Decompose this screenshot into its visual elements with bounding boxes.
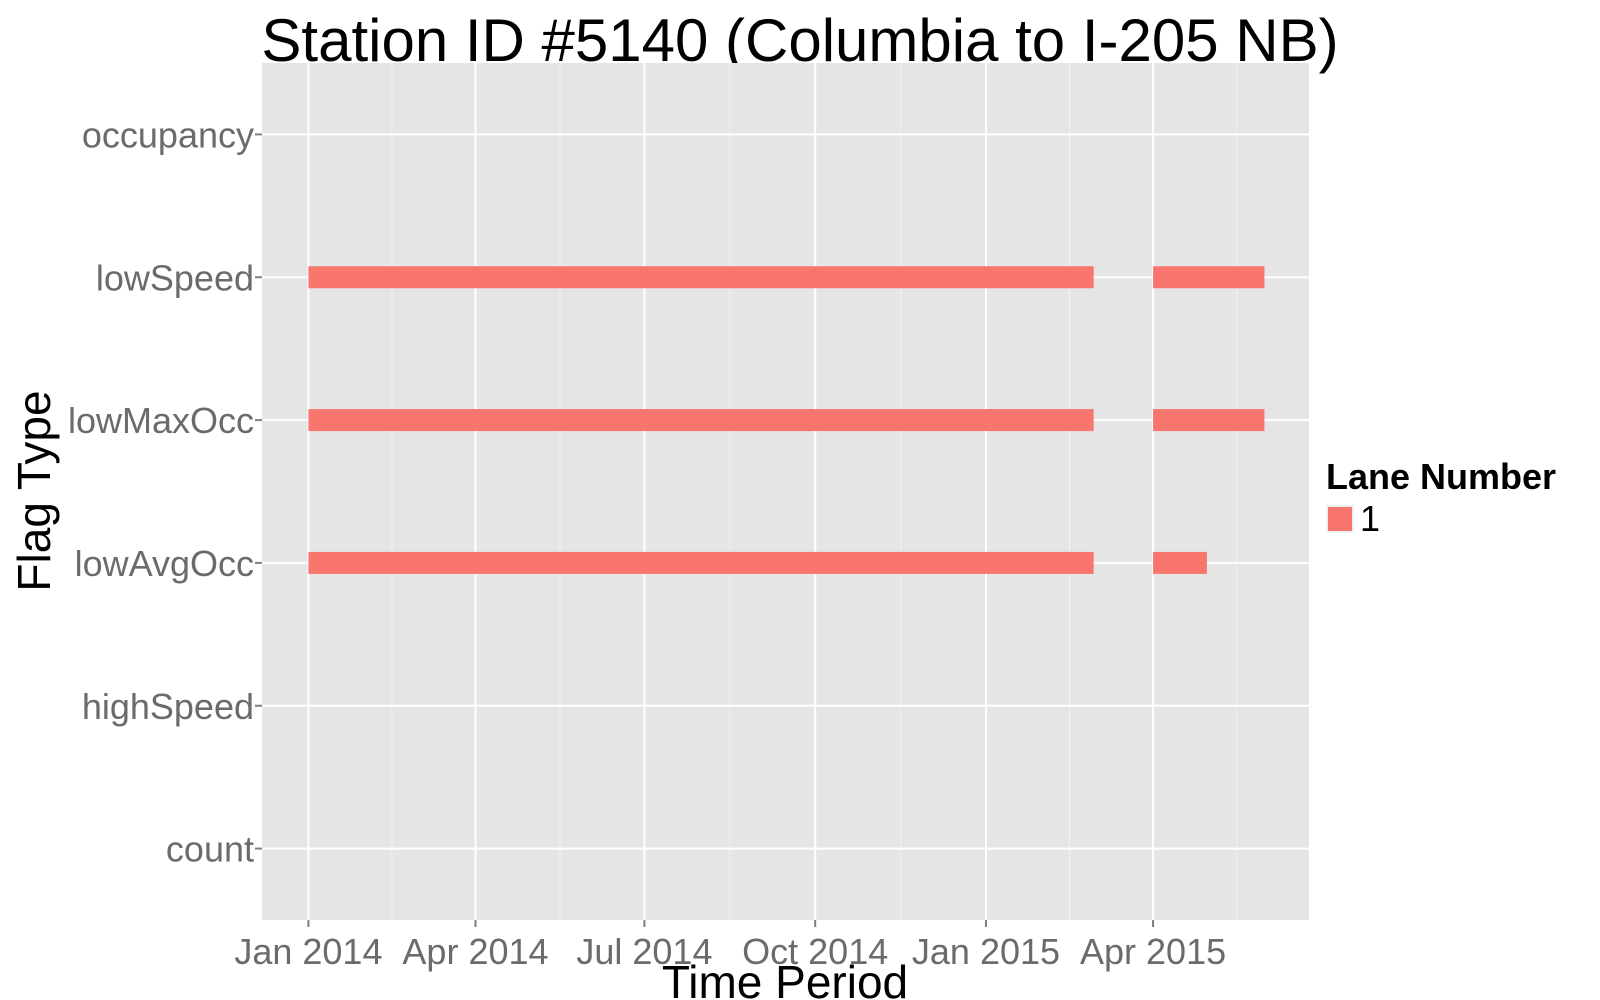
chart-title: Station ID #5140 (Columbia to I-205 NB) [261,7,1339,74]
y-tick-label: lowAvgOcc [75,543,254,584]
x-tick-label: Jan 2014 [234,931,382,972]
legend: Lane Number 1 [1326,456,1556,540]
flag-bar-lowSpeed [1153,266,1265,289]
x-tick-label: Jul 2014 [576,931,712,972]
x-tick-label: Oct 2014 [742,931,888,972]
legend-item: 1 [1326,498,1556,540]
y-tick-label: lowMaxOcc [68,400,254,441]
x-axis-title: Time Period [662,956,908,1000]
x-tick-label: Apr 2015 [1080,931,1226,972]
y-axis-title: Flag Type [8,390,60,591]
major-grid [262,63,1309,920]
bars [308,266,1265,574]
x-axis: Jan 2014 Apr 2014 Jul 2014 Oct 2014 Jan 2015… [234,920,1226,972]
y-tick-label: lowSpeed [96,257,254,298]
minor-grid [391,63,1238,920]
y-axis: count highSpeed lowAvgOcc lowMaxOcc lowSpeed… [68,114,262,870]
legend-key [1326,505,1354,533]
legend-label: 1 [1360,498,1381,539]
legend-title: Lane Number [1326,456,1557,497]
plot-panel [262,63,1309,920]
flag-bar-lowMaxOcc [308,409,1094,432]
y-tick-label: highSpeed [82,686,254,727]
x-tick-label: Apr 2014 [402,931,548,972]
y-tick-label: count [166,829,254,870]
flag-bar-lowAvgOcc [308,551,1094,574]
flag-bar-lowSpeed [308,266,1094,289]
x-tick-label: Jan 2015 [912,931,1060,972]
y-tick-label: occupancy [82,114,254,155]
flag-bar-lowAvgOcc [1153,551,1207,574]
flag-bar-lowMaxOcc [1153,409,1265,432]
